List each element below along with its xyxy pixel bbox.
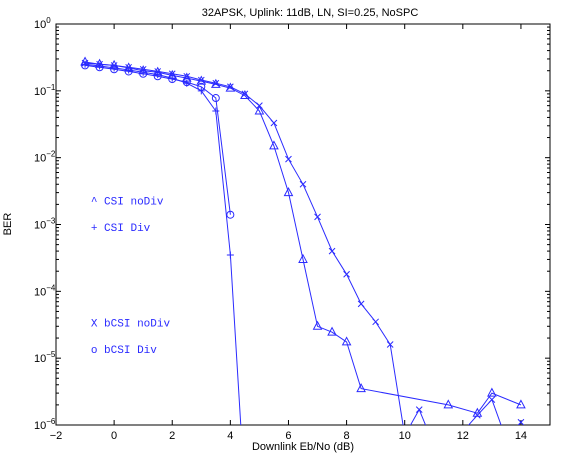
annotation-text: + CSI Div — [91, 223, 151, 235]
marker-plus — [154, 71, 162, 79]
marker-triangle — [269, 140, 279, 150]
y-axis-label: BER — [2, 213, 14, 236]
marker-triangle — [341, 336, 352, 346]
marker-x — [183, 72, 191, 80]
marker-x — [328, 247, 336, 255]
marker-circle — [168, 75, 177, 84]
marker-triangle — [356, 383, 366, 393]
y-tick-label: 10−3 — [34, 217, 56, 232]
x-tick-label: −2 — [50, 430, 63, 442]
marker-x — [517, 418, 525, 425]
marker-plus — [197, 87, 205, 95]
annotation-text: ^ CSI noDiv — [91, 196, 164, 208]
marker-triangle — [516, 399, 526, 409]
x-tick-label: 12 — [457, 430, 469, 442]
marker-x — [357, 300, 365, 308]
marker-x — [125, 63, 133, 71]
y-tick-label: 10−1 — [34, 83, 56, 98]
x-tick-label: 10 — [399, 430, 411, 442]
marker-x — [197, 76, 205, 84]
marker-triangle — [312, 320, 323, 330]
marker-x — [372, 318, 380, 326]
chart-title: 32APSK, Uplink: 11dB, LN, SI=0.25, NoSPC — [202, 7, 419, 19]
x-tick-label: 4 — [227, 430, 233, 442]
marker-circle — [182, 78, 191, 87]
y-tick-label: 10−4 — [34, 283, 56, 298]
marker-x — [488, 396, 496, 403]
marker-triangle — [298, 253, 308, 263]
marker-x — [415, 406, 423, 413]
marker-circle — [211, 94, 220, 103]
marker-circle — [153, 72, 162, 81]
marker-x — [241, 90, 249, 98]
x-tick-label: 14 — [515, 430, 527, 442]
marker-x — [270, 119, 278, 127]
marker-circle — [124, 67, 133, 76]
annotations: ^ CSI noDiv + CSI Div X bCSI noDiv o bCSI D… — [91, 196, 171, 356]
y-tick-label: 10−6 — [34, 417, 56, 432]
x-tick-label: 0 — [111, 430, 117, 442]
marker-x — [285, 155, 292, 163]
marker-circle — [197, 82, 206, 91]
series-circle — [81, 61, 235, 219]
marker-triangle — [283, 187, 294, 197]
marker-x — [256, 102, 263, 110]
y-tick-label: 100 — [34, 16, 51, 31]
y-tick-label: 10−2 — [34, 150, 56, 165]
marker-x — [212, 79, 220, 87]
x-axis-label: Downlink Eb/No (dB) — [252, 441, 354, 453]
marker-circle — [95, 63, 104, 72]
y-tick-label: 10−5 — [34, 350, 56, 365]
x-tick-label: 8 — [344, 430, 350, 442]
marker-x — [343, 270, 350, 278]
marker-x — [226, 83, 234, 91]
series-line — [85, 64, 231, 215]
marker-x — [81, 59, 89, 67]
series-line — [85, 62, 522, 425]
marker-plus — [226, 251, 234, 259]
marker-triangle — [240, 89, 250, 100]
series-clip-group — [80, 56, 526, 425]
marker-circle — [226, 210, 235, 219]
marker-x — [473, 411, 481, 419]
marker-circle — [81, 61, 90, 70]
x-tick-label: 2 — [169, 430, 175, 442]
marker-x — [299, 180, 307, 188]
axis-ticks: −2 0 2 4 6 8 10 12 14 100 10−1 10−2 10−3 10−4 10−5 10−6 — [34, 16, 550, 442]
marker-triangle — [327, 326, 337, 336]
marker-circle — [110, 65, 119, 74]
marker-triangle — [443, 399, 454, 409]
marker-triangle — [487, 387, 497, 397]
marker-x — [314, 213, 321, 221]
annotation-text: X bCSI noDiv — [91, 318, 171, 330]
marker-plus — [212, 107, 220, 115]
marker-circle — [139, 69, 148, 78]
x-tick-label: 6 — [285, 430, 291, 442]
series-layer — [80, 56, 526, 425]
annotation-text: o bCSI Div — [91, 345, 157, 357]
marker-x — [386, 341, 394, 348]
marker-triangle — [254, 105, 265, 115]
